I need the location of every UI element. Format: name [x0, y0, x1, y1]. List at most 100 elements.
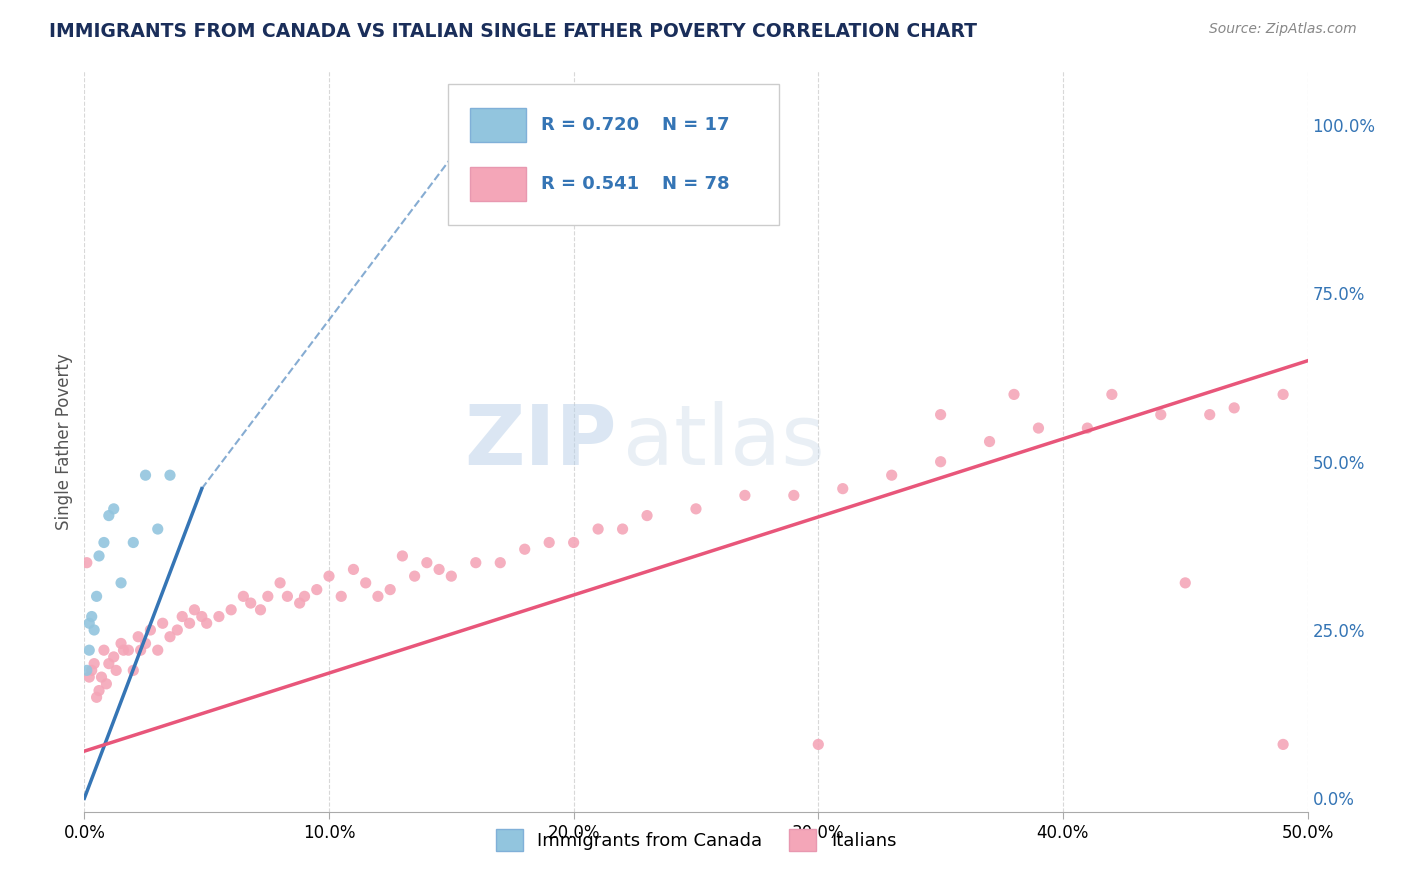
Point — [122, 535, 145, 549]
Point — [1002, 387, 1025, 401]
Point — [427, 562, 450, 576]
Point — [1028, 421, 1050, 435]
Point — [249, 603, 271, 617]
Point — [159, 468, 181, 483]
Point — [77, 670, 100, 684]
Point — [294, 590, 316, 604]
Point — [880, 468, 903, 483]
Point — [93, 535, 115, 549]
Point — [288, 596, 311, 610]
Point — [318, 569, 340, 583]
Point — [117, 643, 139, 657]
Point — [191, 609, 214, 624]
Point — [83, 623, 105, 637]
Y-axis label: Single Father Poverty: Single Father Poverty — [55, 353, 73, 530]
Point — [110, 575, 132, 590]
Text: N = 78: N = 78 — [662, 175, 730, 193]
Point — [538, 152, 561, 166]
Point — [1101, 387, 1123, 401]
FancyBboxPatch shape — [470, 167, 526, 201]
Point — [96, 677, 118, 691]
Point — [783, 488, 806, 502]
Point — [330, 590, 353, 604]
Point — [135, 468, 157, 483]
Text: ZIP: ZIP — [464, 401, 616, 482]
Point — [807, 738, 830, 752]
Point — [112, 643, 135, 657]
Point — [146, 522, 169, 536]
Point — [929, 455, 952, 469]
Point — [195, 616, 218, 631]
Point — [929, 408, 952, 422]
Point — [1150, 408, 1173, 422]
Point — [179, 616, 201, 631]
Point — [87, 549, 110, 563]
Point — [93, 643, 115, 657]
Point — [440, 569, 463, 583]
Point — [129, 643, 152, 657]
Point — [1174, 575, 1197, 590]
Point — [367, 590, 389, 604]
Point — [90, 670, 112, 684]
Point — [1076, 421, 1098, 435]
Point — [404, 569, 426, 583]
Text: R = 0.541: R = 0.541 — [541, 175, 638, 193]
Text: IMMIGRANTS FROM CANADA VS ITALIAN SINGLE FATHER POVERTY CORRELATION CHART: IMMIGRANTS FROM CANADA VS ITALIAN SINGLE… — [49, 22, 977, 41]
Point — [586, 522, 609, 536]
Point — [1198, 408, 1220, 422]
Point — [489, 556, 512, 570]
Point — [76, 556, 98, 570]
Point — [135, 636, 157, 650]
Point — [1223, 401, 1246, 415]
Point — [127, 630, 149, 644]
Point — [464, 556, 486, 570]
Point — [152, 616, 174, 631]
Point — [219, 603, 242, 617]
Point — [139, 623, 162, 637]
Point — [380, 582, 402, 597]
Point — [354, 575, 377, 590]
Point — [636, 508, 658, 523]
Text: N = 17: N = 17 — [662, 116, 730, 134]
Point — [166, 623, 188, 637]
Point — [86, 590, 108, 604]
Point — [103, 649, 125, 664]
Text: R = 0.720: R = 0.720 — [541, 116, 638, 134]
Point — [87, 683, 110, 698]
Point — [276, 590, 298, 604]
Point — [1272, 738, 1295, 752]
Point — [831, 482, 853, 496]
Point — [76, 664, 98, 678]
Point — [97, 657, 120, 671]
Point — [513, 542, 536, 557]
Point — [232, 590, 254, 604]
Point — [183, 603, 205, 617]
Legend: Immigrants from Canada, Italians: Immigrants from Canada, Italians — [488, 822, 904, 858]
Point — [86, 690, 108, 705]
Point — [77, 616, 100, 631]
Point — [257, 590, 280, 604]
Text: atlas: atlas — [623, 401, 824, 482]
FancyBboxPatch shape — [447, 84, 779, 226]
Point — [110, 636, 132, 650]
Point — [80, 609, 103, 624]
Point — [80, 664, 103, 678]
Point — [526, 165, 548, 179]
Point — [159, 630, 181, 644]
Point — [77, 643, 100, 657]
Point — [342, 562, 364, 576]
Point — [979, 434, 1001, 449]
Point — [146, 643, 169, 657]
Point — [685, 501, 707, 516]
Point — [122, 664, 145, 678]
Point — [391, 549, 413, 563]
Point — [172, 609, 194, 624]
Point — [97, 508, 120, 523]
Point — [305, 582, 328, 597]
Point — [103, 501, 125, 516]
FancyBboxPatch shape — [470, 108, 526, 142]
Point — [1272, 387, 1295, 401]
Point — [612, 522, 634, 536]
Point — [562, 535, 585, 549]
Point — [83, 657, 105, 671]
